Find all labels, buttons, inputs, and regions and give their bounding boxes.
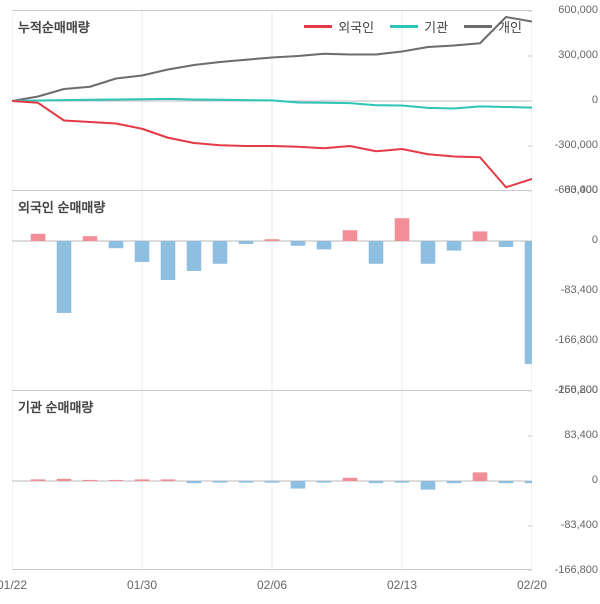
y-tick-label: 0	[534, 234, 598, 246]
y-tick-label: -166,800	[534, 334, 598, 346]
panel-cumulative: 누적순매매량 외국인 기관 개인	[12, 10, 532, 190]
y-tick-label: 166,800	[534, 384, 598, 396]
y-tick-label: -83,400	[534, 284, 598, 296]
y-tick-label: 300,000	[534, 49, 598, 61]
panel-title: 누적순매매량	[18, 17, 90, 36]
panel-institution: 기관 순매매량	[12, 390, 532, 570]
legend-label: 외국인	[338, 17, 374, 36]
panel-foreign: 외국인 순매매량	[12, 190, 532, 390]
panel-title: 기관 순매매량	[18, 397, 93, 416]
y-tick-label: 600,000	[534, 4, 598, 16]
x-tick-label: 01/22	[0, 578, 27, 592]
y-tick-label: 83,400	[534, 429, 598, 441]
y-tick-label: -83,400	[534, 519, 598, 531]
legend: 외국인 기관 개인	[304, 17, 522, 36]
x-tick-label: 02/20	[517, 578, 547, 592]
y-tick-label: 0	[534, 94, 598, 106]
chart-svg	[12, 391, 532, 571]
x-tick-label: 02/06	[257, 578, 287, 592]
legend-swatch	[304, 25, 332, 28]
legend-swatch	[464, 25, 492, 28]
y-axis: 600,000300,0000-300,000-600,00083,4000-8…	[534, 10, 598, 570]
y-tick-label: 83,400	[534, 184, 598, 196]
plot-area: 누적순매매량 외국인 기관 개인 외국인 순매매량	[12, 10, 532, 570]
y-tick-label: 0	[534, 474, 598, 486]
x-tick-label: 01/30	[127, 578, 157, 592]
legend-item-individual: 개인	[464, 17, 522, 36]
chart-svg	[12, 191, 532, 391]
legend-swatch	[390, 25, 418, 28]
x-axis: 01/2201/3002/0602/1302/20	[12, 578, 532, 598]
legend-item-foreign: 외국인	[304, 17, 374, 36]
y-tick-label: -166,800	[534, 564, 598, 576]
legend-item-institution: 기관	[390, 17, 448, 36]
x-tick-label: 02/13	[387, 578, 417, 592]
panel-title: 외국인 순매매량	[18, 197, 105, 216]
legend-label: 기관	[424, 17, 448, 36]
y-tick-label: -300,000	[534, 139, 598, 151]
chart-svg	[12, 11, 532, 191]
legend-label: 개인	[498, 17, 522, 36]
